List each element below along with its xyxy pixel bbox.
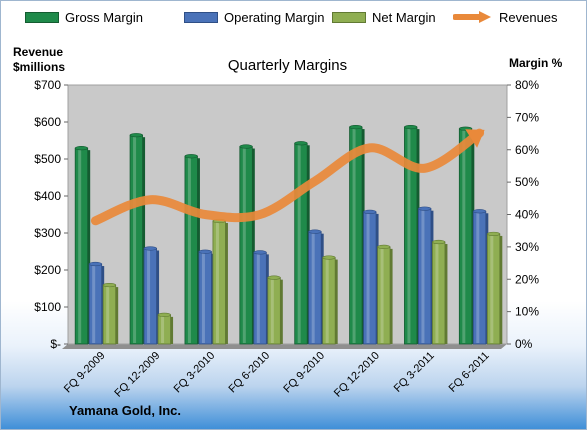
- gross-margin-bar-highlight: [78, 149, 81, 343]
- operating-margin-bar-top: [254, 251, 267, 255]
- gross-margin-bar-top: [404, 125, 417, 129]
- gross-margin-bar-highlight: [243, 148, 246, 343]
- net-margin-bar-highlight: [490, 235, 493, 343]
- operating-margin-bar-highlight: [202, 253, 205, 343]
- operating-margin-bar: [309, 232, 322, 344]
- gross-margin-bar: [459, 129, 472, 344]
- gross-margin-bar-top: [185, 154, 198, 158]
- gross-margin-bar: [295, 143, 308, 344]
- operating-margin-bar-highlight: [367, 213, 370, 343]
- left-tick-label: $500: [34, 152, 61, 166]
- right-tick-label: 80%: [515, 78, 539, 92]
- net-margin-bar: [268, 278, 281, 344]
- operating-margin-bar: [144, 248, 157, 344]
- net-margin-bar-highlight: [216, 222, 219, 343]
- right-tick-label: 50%: [515, 175, 539, 189]
- net-margin-bar: [378, 247, 391, 344]
- gross-margin-bar-highlight: [353, 128, 356, 343]
- operating-margin-bar-top: [418, 207, 431, 211]
- net-margin-bar-highlight: [326, 259, 329, 343]
- right-tick-label: 70%: [515, 110, 539, 124]
- gross-margin-bar-highlight: [298, 144, 301, 343]
- net-margin-bar-top: [487, 232, 500, 236]
- net-margin-bar-highlight: [271, 279, 274, 343]
- left-tick-label: $400: [34, 189, 61, 203]
- operating-margin-bar-highlight: [147, 249, 150, 343]
- operating-margin-bar: [89, 264, 102, 344]
- operating-margin-bar-highlight: [312, 233, 315, 343]
- right-tick-label: 20%: [515, 272, 539, 286]
- left-tick-label: $600: [34, 115, 61, 129]
- gross-margin-bar: [130, 135, 143, 344]
- left-tick-label: $-: [50, 337, 61, 351]
- operating-margin-bar-top: [144, 247, 157, 251]
- net-margin-bar-top: [158, 313, 171, 317]
- net-margin-bar-top: [103, 283, 116, 287]
- x-tick-label: FQ 6-2010: [227, 350, 273, 396]
- net-margin-bar-highlight: [106, 286, 109, 343]
- operating-margin-bar: [254, 252, 267, 344]
- operating-margin-bar: [199, 252, 212, 344]
- gross-margin-bar-top: [240, 145, 253, 149]
- x-tick-label: FQ 12-2009: [112, 350, 162, 400]
- x-tick-label: FQ 9-2009: [62, 350, 108, 396]
- x-tick-label: FQ 6-2011: [447, 350, 492, 395]
- operating-margin-bar: [473, 211, 486, 344]
- gross-margin-bar: [75, 148, 88, 344]
- operating-margin-bar-top: [309, 230, 322, 234]
- operating-margin-bar-highlight: [421, 210, 424, 343]
- operating-margin-bar-top: [89, 262, 102, 266]
- net-margin-bar: [158, 315, 171, 344]
- net-margin-bar-top: [268, 276, 281, 280]
- net-margin-bar: [103, 285, 116, 344]
- gross-margin-bar-top: [75, 146, 88, 150]
- operating-margin-bar: [418, 209, 431, 344]
- gross-margin-bar-top: [130, 133, 143, 137]
- right-tick-label: 0%: [515, 337, 533, 351]
- gross-margin-bar-top: [350, 125, 363, 129]
- operating-margin-bar-top: [199, 250, 212, 254]
- x-tick-label: FQ 9-2010: [281, 350, 327, 396]
- gross-margin-bar: [240, 147, 253, 344]
- right-tick-label: 40%: [515, 208, 539, 222]
- gross-margin-bar-top: [295, 141, 308, 145]
- gross-margin-bar-highlight: [188, 157, 191, 343]
- operating-margin-bar-highlight: [476, 212, 479, 343]
- net-margin-bar: [213, 221, 226, 344]
- net-margin-bar: [487, 234, 500, 344]
- left-tick-label: $300: [34, 226, 61, 240]
- gross-margin-bar-highlight: [462, 130, 465, 343]
- net-margin-bar-top: [323, 256, 336, 260]
- net-margin-bar: [323, 258, 336, 344]
- x-tick-label: FQ 3-2011: [392, 350, 437, 395]
- left-tick-label: $100: [34, 300, 61, 314]
- net-margin-bar-highlight: [381, 248, 384, 343]
- x-tick-label: FQ 12-2010: [332, 350, 382, 400]
- x-tick-label: FQ 3-2010: [172, 350, 218, 396]
- net-margin-bar-highlight: [161, 316, 164, 343]
- operating-margin-bar: [364, 212, 377, 344]
- net-margin-bar-top: [432, 240, 445, 244]
- gross-margin-bar-highlight: [133, 136, 136, 343]
- chart-title: Quarterly Margins: [228, 57, 347, 74]
- net-margin-bar-highlight: [435, 243, 438, 343]
- net-margin-bar-top: [378, 245, 391, 249]
- right-tick-label: 60%: [515, 143, 539, 157]
- left-tick-label: $700: [34, 78, 61, 92]
- operating-margin-bar-highlight: [257, 253, 260, 343]
- company-name: Yamana Gold, Inc.: [69, 403, 181, 418]
- plot-floor: [62, 344, 507, 349]
- operating-margin-bar-top: [364, 210, 377, 214]
- operating-margin-bar-highlight: [92, 265, 95, 343]
- right-tick-label: 30%: [515, 240, 539, 254]
- net-margin-bar: [432, 242, 445, 344]
- operating-margin-bar-top: [473, 209, 486, 213]
- right-tick-label: 10%: [515, 305, 539, 319]
- left-tick-label: $200: [34, 263, 61, 277]
- gross-margin-bar: [185, 156, 198, 344]
